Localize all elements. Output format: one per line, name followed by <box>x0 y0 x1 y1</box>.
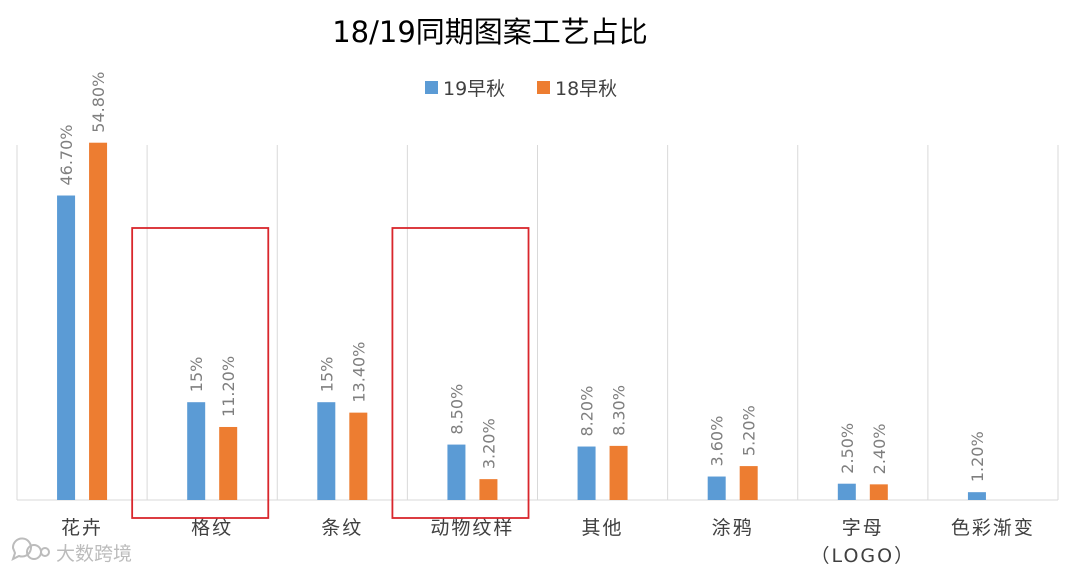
value-label-19-zimu: 2.50% <box>838 423 857 474</box>
legend: 19早秋 18早秋 <box>425 78 617 100</box>
watermark: 大数跨境 <box>11 537 132 565</box>
bar-18-qita <box>609 445 628 500</box>
value-label-18-tuya: 5.20% <box>740 405 759 456</box>
value-label-18-huahui: 54.80% <box>89 72 108 133</box>
category-gridlines <box>16 145 1059 500</box>
value-label-19-dongwu: 8.50% <box>447 384 466 435</box>
value-label-18-dongwu: 3.20% <box>479 418 498 469</box>
bars <box>57 142 986 501</box>
chart-title: 18/19同期图案工艺占比 <box>332 15 648 49</box>
category-label-huahui: 花卉 <box>61 517 103 539</box>
bar-19-qita <box>577 446 596 500</box>
bar-19-zimu <box>837 483 856 500</box>
bar-19-tuya <box>707 476 726 500</box>
bar-19-gewen <box>187 402 206 500</box>
legend-swatch-18 <box>537 81 550 94</box>
bar-18-zimu <box>869 484 888 500</box>
bar-18-tuya <box>739 466 758 500</box>
category-label-gewen: 格纹 <box>191 517 233 539</box>
category-label-tiaowen: 条纹 <box>321 517 363 539</box>
value-label-19-huahui: 46.70% <box>57 125 76 186</box>
legend-label-19: 19早秋 <box>443 78 505 100</box>
value-labels: 46.70% 54.80% 15% 11.20% 15% 13.40% 8.50% 3.20%… <box>57 72 987 482</box>
category-labels: 花卉 格纹 条纹 动物纹样 其他 涂鸦 字母 （LOGO） 色彩渐变 <box>61 517 1035 567</box>
value-label-19-qita: 8.20% <box>578 386 597 437</box>
bar-18-dongwu <box>479 479 498 500</box>
category-sublabel-zimu: （LOGO） <box>811 545 916 567</box>
value-label-18-gewen: 11.20% <box>219 356 238 417</box>
category-label-tuya: 涂鸦 <box>712 517 754 539</box>
category-label-jianbian: 色彩渐变 <box>951 517 1035 539</box>
value-label-18-zimu: 2.40% <box>870 424 889 475</box>
bar-18-huahui <box>89 142 108 501</box>
value-label-19-jianbian: 1.20% <box>968 431 987 482</box>
legend-swatch-19 <box>425 81 438 94</box>
value-label-18-tiaowen: 13.40% <box>349 342 368 403</box>
bar-18-tiaowen <box>349 412 368 500</box>
highlight-boxes <box>131 227 530 519</box>
highlight-box-dongwu <box>391 227 530 519</box>
bar-19-huahui <box>57 195 76 501</box>
watermark-text: 大数跨境 <box>56 543 132 565</box>
value-label-18-qita: 8.30% <box>610 385 629 436</box>
value-label-19-tuya: 3.60% <box>708 416 727 467</box>
highlight-box-gewen <box>131 227 270 519</box>
value-label-19-gewen: 15% <box>187 357 206 393</box>
bar-19-tiaowen <box>317 402 336 500</box>
value-label-19-tiaowen: 15% <box>317 357 336 393</box>
category-label-zimu: 字母 <box>842 517 884 539</box>
bar-18-gewen <box>219 426 238 500</box>
category-label-qita: 其他 <box>582 517 624 539</box>
bar-19-jianbian <box>967 492 986 500</box>
legend-label-18: 18早秋 <box>555 78 617 100</box>
chat-bubble-logo-icon <box>11 537 50 561</box>
bar-19-dongwu <box>447 444 466 500</box>
category-label-dongwu: 动物纹样 <box>430 517 514 539</box>
